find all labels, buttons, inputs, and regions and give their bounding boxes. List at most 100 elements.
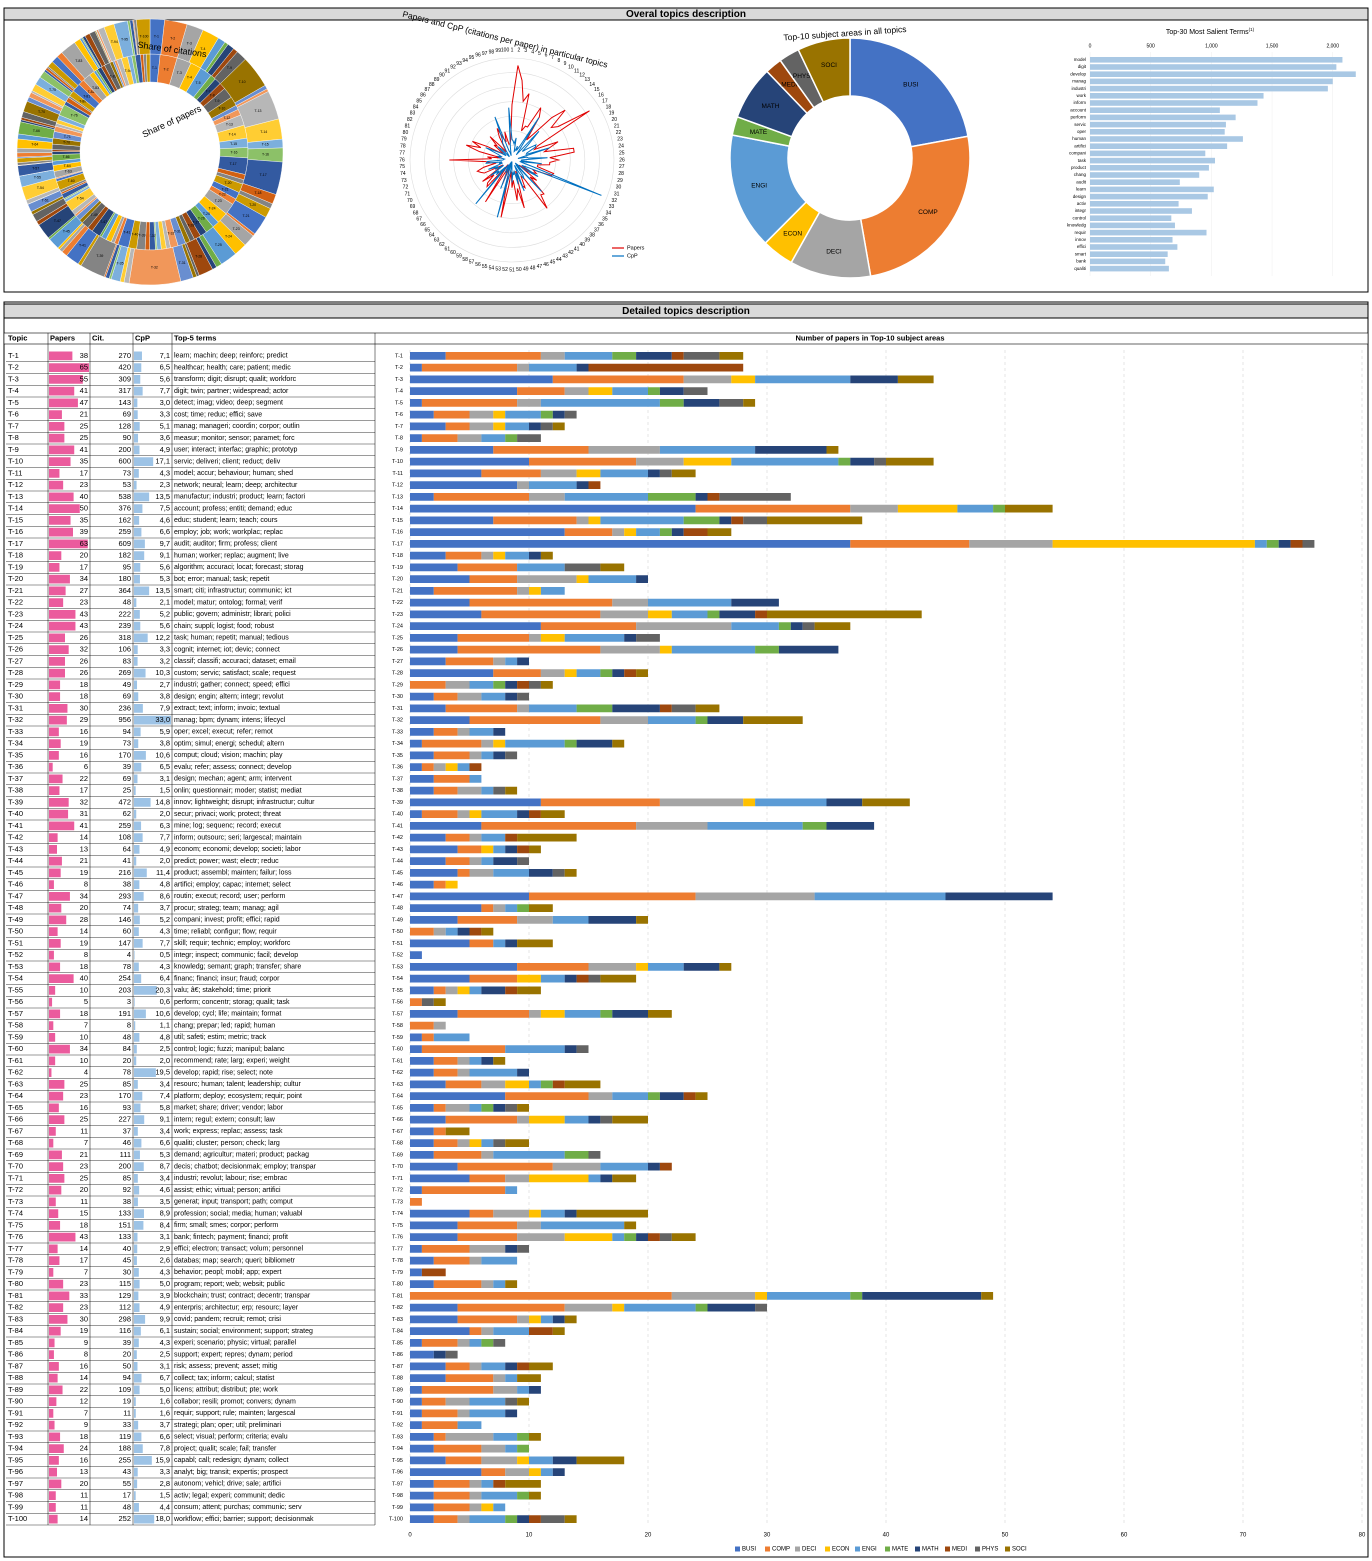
stacked-bar-segment [410, 1010, 458, 1018]
legend-label: CpP [627, 253, 638, 259]
stacked-bar-segment [505, 1174, 529, 1183]
papers-bar [49, 1279, 64, 1289]
x-tick-label: 40 [883, 1533, 890, 1539]
stacked-bar-segment [493, 1280, 506, 1288]
terms-title-note: (1) [1249, 27, 1255, 32]
cpp-cell: 5,3 [160, 1150, 170, 1159]
x-tick-label: 80 [1359, 1533, 1366, 1539]
terms-cell: healthcar; health; care; patient; medic [174, 364, 291, 371]
stacked-bar-segment [636, 634, 660, 642]
stacked-bar-segment [529, 1080, 541, 1089]
detailed-header-bar [3, 303, 1369, 319]
papers-bar [49, 739, 61, 748]
bar [1090, 71, 1356, 77]
category-label: T-41 [392, 823, 403, 829]
radar-axis-label: 83 [410, 110, 416, 116]
stacked-bar-segment [410, 869, 458, 877]
papers-bar [49, 375, 83, 384]
terms-cell: collect; tax; inform; calcul; statist [174, 1375, 274, 1382]
column-header: Papers [50, 333, 75, 342]
cpp-bar [134, 1432, 142, 1442]
stacked-bar-segment [493, 939, 506, 948]
stacked-bar-segment [826, 446, 839, 454]
stacked-bar-segment [410, 1327, 470, 1335]
stacked-bar-segment [410, 1221, 458, 1230]
stacked-bar-segment [433, 998, 446, 1006]
stacked-bar-segment [969, 540, 1053, 548]
radar-axis-label: 84 [413, 104, 419, 110]
stacked-bar-segment [624, 1221, 637, 1230]
stacked-bar-segment [588, 974, 601, 983]
category-label: T-87 [392, 1364, 403, 1370]
stacked-bar-segment [731, 375, 756, 384]
terms-cell: generat; input; transport; path; comput [174, 1199, 293, 1206]
stacked-bar-segment [576, 481, 589, 489]
stacked-bar-segment [540, 1468, 553, 1476]
topic-cell: T-80 [8, 1279, 23, 1288]
papers-bar [49, 950, 54, 960]
cpp-cell: 4,8 [160, 880, 170, 889]
stacked-bar-segment [433, 728, 458, 736]
stacked-bar-segment [707, 822, 803, 830]
stacked-bar-segment [410, 352, 446, 360]
stacked-bar-segment [981, 1292, 994, 1300]
papers-bar [49, 504, 80, 513]
legend-label: COMP [772, 1547, 790, 1553]
radar-axis-label: 46 [543, 262, 549, 268]
stacked-bar-segment [862, 1292, 982, 1300]
stacked-bar-segment [552, 1468, 565, 1476]
topic-cell: T-78 [8, 1256, 23, 1265]
stacked-bar-segment [481, 986, 506, 995]
stacked-bar-segment [517, 974, 541, 983]
cpp-cell: 19,5 [155, 1068, 170, 1077]
topic-cell: T-44 [8, 856, 23, 865]
stacked-bar-segment [529, 493, 565, 501]
radar-axis-label: 78 [400, 144, 406, 150]
stacked-bar-segment [588, 387, 613, 395]
topic-cell: T-48 [8, 903, 23, 912]
y-tick-label: compani [1069, 151, 1086, 156]
stacked-bar-segment [421, 1339, 458, 1347]
stacked-bar-segment [469, 1409, 506, 1418]
papers-bar [49, 1491, 56, 1500]
stacked-bar-segment [410, 1468, 482, 1476]
stacked-bar-segment [481, 1151, 494, 1159]
cpp-cell: 7,5 [160, 504, 170, 513]
papers-bar [49, 1514, 58, 1524]
stacked-bar-segment [421, 739, 482, 748]
terms-cell: bot; error; manual; task; repetit [174, 576, 269, 583]
terms-cell: requir; support; rule; mainten; largesca… [174, 1410, 296, 1417]
stacked-bar-segment [600, 1010, 613, 1018]
stacked-bar-segment [767, 610, 922, 619]
radar-axis-label: 47 [537, 264, 543, 270]
papers-cell: 17 [80, 1256, 88, 1265]
topic-cell: T-72 [8, 1185, 23, 1194]
radar-axis-label: 11 [574, 68, 579, 74]
stacked-bar-segment [505, 739, 565, 748]
category-label: T-51 [392, 941, 403, 947]
stacked-bar-segment [517, 833, 577, 842]
stacked-bar-segment [481, 927, 494, 936]
cpp-bar [134, 1091, 143, 1101]
stacked-bar-segment [445, 704, 518, 713]
stacked-bar-segment [493, 1480, 506, 1488]
stacked-bar-segment [529, 1515, 541, 1523]
papers-cell: 10 [80, 1032, 88, 1041]
stacked-bar-segment [529, 845, 541, 854]
y-tick-label: model [1074, 57, 1086, 62]
stacked-bar-segment [410, 681, 446, 689]
papers-bar [49, 1397, 57, 1406]
radar-axis-label: 87 [424, 87, 430, 93]
papers-cell: 18 [80, 1432, 88, 1441]
sunburst-label: T-27 [192, 220, 199, 224]
papers-bar [49, 1080, 65, 1089]
stacked-bar-segment [421, 1397, 446, 1406]
cpp-bar [134, 539, 145, 549]
cpp-bar [134, 751, 146, 760]
terms-cell: transform; digit; disrupt; qualit; workf… [174, 376, 297, 383]
sunburst-label: T-60 [68, 179, 75, 183]
radar-axis-label: 2 [518, 48, 521, 54]
cpp-cell: 13,5 [155, 586, 170, 595]
stacked-bar-segment [814, 892, 946, 901]
